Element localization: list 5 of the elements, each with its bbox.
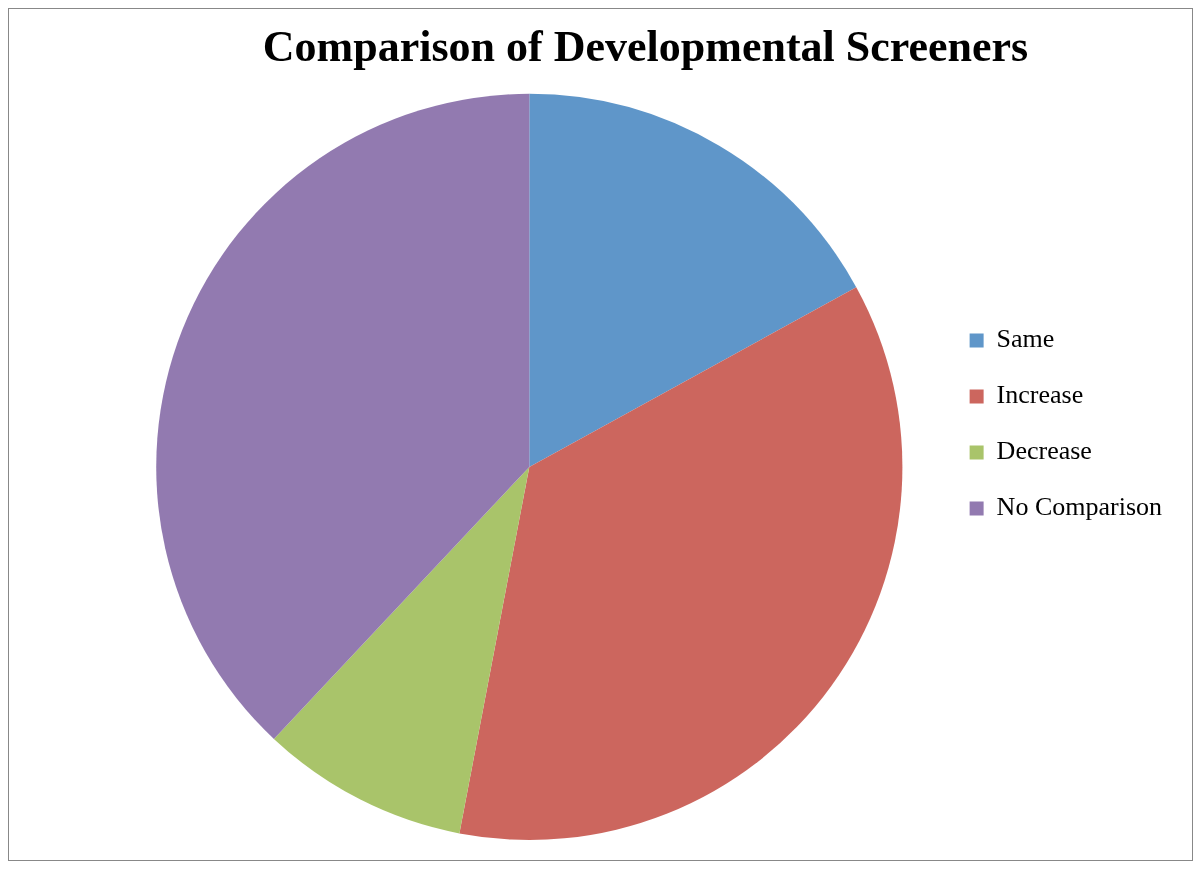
legend-label: Increase [996, 380, 1084, 410]
chart-title: Comparison of Developmental Screeners [262, 21, 1029, 71]
legend-label: Decrease [996, 436, 1092, 466]
legend-label: Same [996, 324, 1055, 354]
legend-label: No Comparison [996, 492, 1163, 522]
